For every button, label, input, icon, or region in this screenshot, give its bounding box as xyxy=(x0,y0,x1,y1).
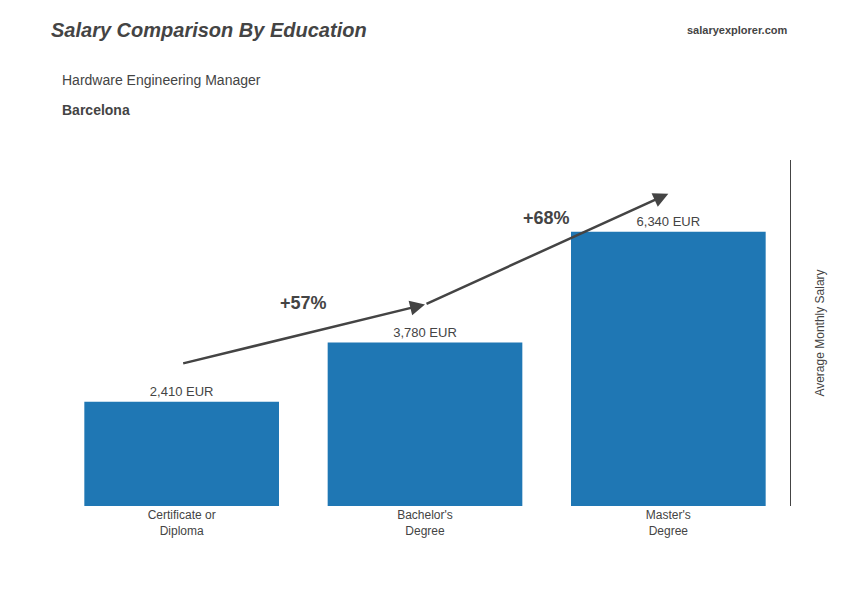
svg-text:Salary Comparison By Education: Salary Comparison By Education xyxy=(51,19,367,41)
svg-text:Master'sDegree: Master'sDegree xyxy=(646,508,691,538)
svg-text:6,340 EUR: 6,340 EUR xyxy=(637,214,701,229)
svg-text:+57%: +57% xyxy=(280,293,327,313)
svg-text:salaryexplorer.com: salaryexplorer.com xyxy=(687,24,788,36)
svg-text:Bachelor'sDegree: Bachelor'sDegree xyxy=(397,508,453,538)
svg-text:Hardware Engineering Manager: Hardware Engineering Manager xyxy=(62,72,261,88)
svg-text:Certificate orDiploma: Certificate orDiploma xyxy=(148,508,216,538)
svg-text:2,410 EUR: 2,410 EUR xyxy=(150,384,214,399)
svg-text:Barcelona: Barcelona xyxy=(62,102,130,118)
svg-text:+68%: +68% xyxy=(523,208,570,228)
svg-text:Average Monthly Salary: Average Monthly Salary xyxy=(813,269,827,396)
svg-text:3,780 EUR: 3,780 EUR xyxy=(393,325,457,340)
